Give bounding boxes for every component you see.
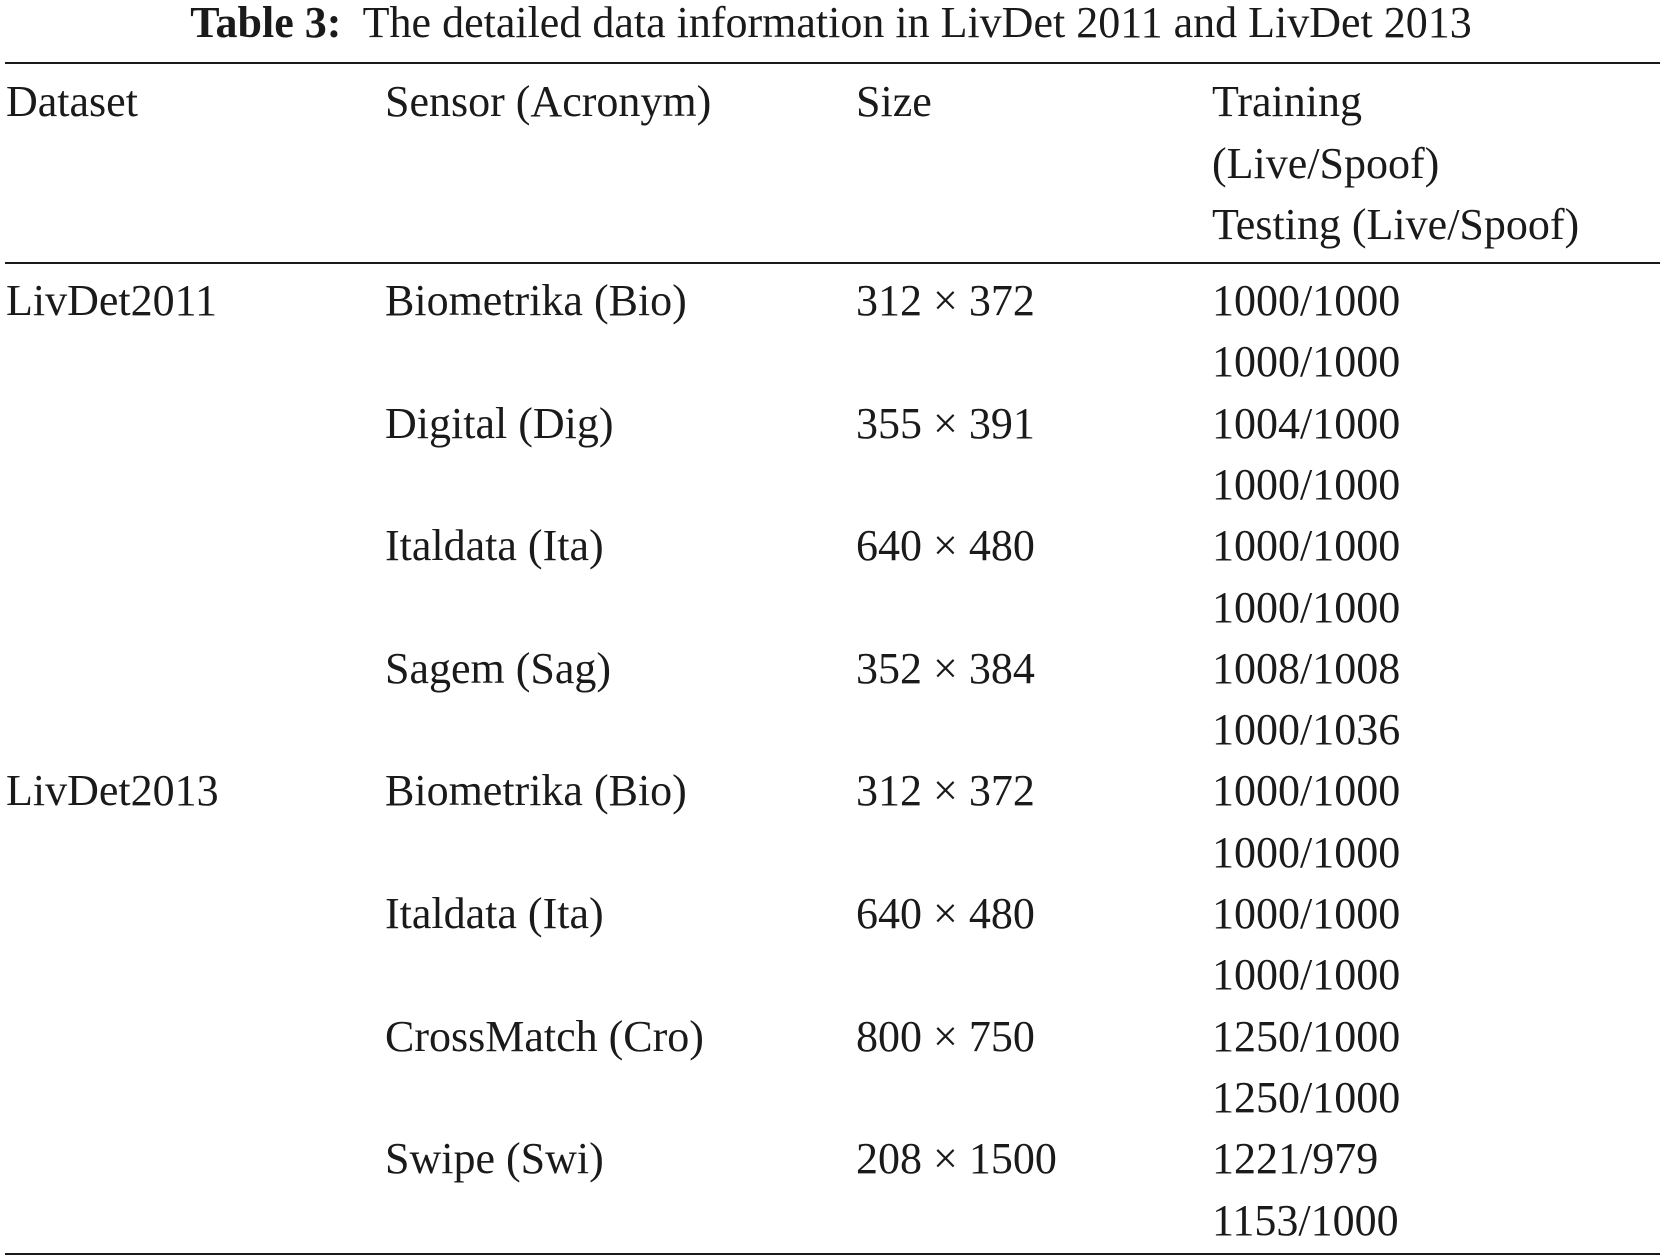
cell-sensor: Biometrika (Bio)	[385, 766, 687, 816]
cell-training: 1250/1000	[1212, 1011, 1401, 1061]
header-split-line3: Testing (Live/Spoof)	[1212, 200, 1580, 249]
cell-testing: 1000/1036	[1212, 705, 1401, 755]
cell-size: 355 × 391	[856, 398, 1035, 448]
cell-testing: 1000/1000	[1212, 950, 1401, 1000]
table-bottom-rule	[5, 1253, 1660, 1255]
header-sensor: Sensor (Acronym)	[385, 77, 712, 126]
table-header-rule	[5, 262, 1660, 264]
cell-testing: 1153/1000	[1212, 1195, 1399, 1245]
cell-testing: 1000/1000	[1212, 582, 1401, 632]
cell-size: 800 × 750	[856, 1011, 1035, 1061]
cell-size: 640 × 480	[856, 889, 1035, 938]
table-caption-label: Table 3:	[190, 0, 342, 47]
cell-sensor: Swipe (Swi)	[385, 1134, 604, 1184]
cell-size: 352 × 384	[856, 643, 1035, 693]
header-size: Size	[856, 77, 932, 126]
table-caption: Table 3: The detailed data information i…	[0, 0, 1662, 46]
cell-size: 312 × 372	[856, 276, 1035, 325]
cell-training: 1000/1000	[1212, 521, 1401, 571]
cell-size: 640 × 480	[856, 521, 1035, 571]
cell-sensor: Biometrika (Bio)	[385, 276, 687, 325]
header-dataset: Dataset	[6, 77, 138, 126]
cell-testing: 1000/1000	[1212, 337, 1401, 387]
cell-sensor: Digital (Dig)	[385, 398, 614, 448]
cell-size: 312 × 372	[856, 766, 1035, 816]
cell-training: 1004/1000	[1212, 398, 1401, 448]
cell-sensor: Sagem (Sag)	[385, 643, 612, 693]
cell-sensor: Italdata (Ita)	[385, 889, 604, 938]
header-split-line2: (Live/Spoof)	[1212, 139, 1440, 188]
cell-sensor: CrossMatch (Cro)	[385, 1011, 704, 1061]
cell-dataset: LivDet2011	[6, 276, 217, 325]
cell-training: 1000/1000	[1212, 766, 1401, 816]
cell-testing: 1000/1000	[1212, 459, 1401, 509]
table-caption-text: The detailed data information in LivDet …	[362, 0, 1472, 47]
header-split-line1: Training	[1212, 77, 1362, 126]
cell-sensor: Italdata (Ita)	[385, 521, 604, 571]
cell-testing: 1250/1000	[1212, 1072, 1401, 1122]
cell-training: 1008/1008	[1212, 643, 1401, 693]
cell-training: 1221/979	[1212, 1134, 1379, 1184]
cell-dataset: LivDet2013	[6, 766, 219, 816]
cell-training: 1000/1000	[1212, 889, 1401, 938]
cell-size: 208 × 1500	[856, 1134, 1057, 1184]
cell-training: 1000/1000	[1212, 276, 1401, 325]
cell-testing: 1000/1000	[1212, 827, 1401, 877]
table-top-rule	[5, 62, 1660, 64]
